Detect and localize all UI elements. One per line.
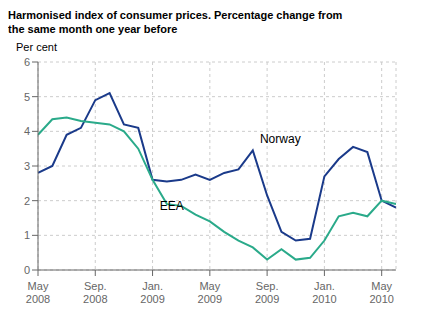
- svg-text:May2008: May2008: [26, 280, 50, 305]
- svg-text:0: 0: [24, 264, 30, 276]
- svg-text:Jan.2010: Jan.2010: [312, 280, 336, 305]
- html-text:Per cent: Per cent: [16, 41, 57, 53]
- svg-text:May2010: May2010: [369, 280, 393, 305]
- svg-text:Sep.2008: Sep.2008: [83, 280, 107, 305]
- svg-text:Sep.2009: Sep.2009: [255, 280, 279, 305]
- svg-text:Jan.2009: Jan.2009: [140, 280, 164, 305]
- html-text:the same month one year before: the same month one year before: [8, 23, 178, 35]
- svg-text:3: 3: [24, 160, 30, 172]
- svg-text:May2009: May2009: [198, 280, 222, 305]
- svg-text:EEA: EEA: [160, 199, 184, 213]
- svg-text:4: 4: [24, 125, 30, 137]
- svg-text:6: 6: [24, 56, 30, 68]
- svg-text:2: 2: [24, 195, 30, 207]
- html-text:Harmonised index of consumer p: Harmonised index of consumer prices. Per…: [8, 9, 343, 21]
- svg-text:1: 1: [24, 229, 30, 241]
- svg-text:Norway: Norway: [260, 132, 301, 146]
- svg-text:5: 5: [24, 91, 30, 103]
